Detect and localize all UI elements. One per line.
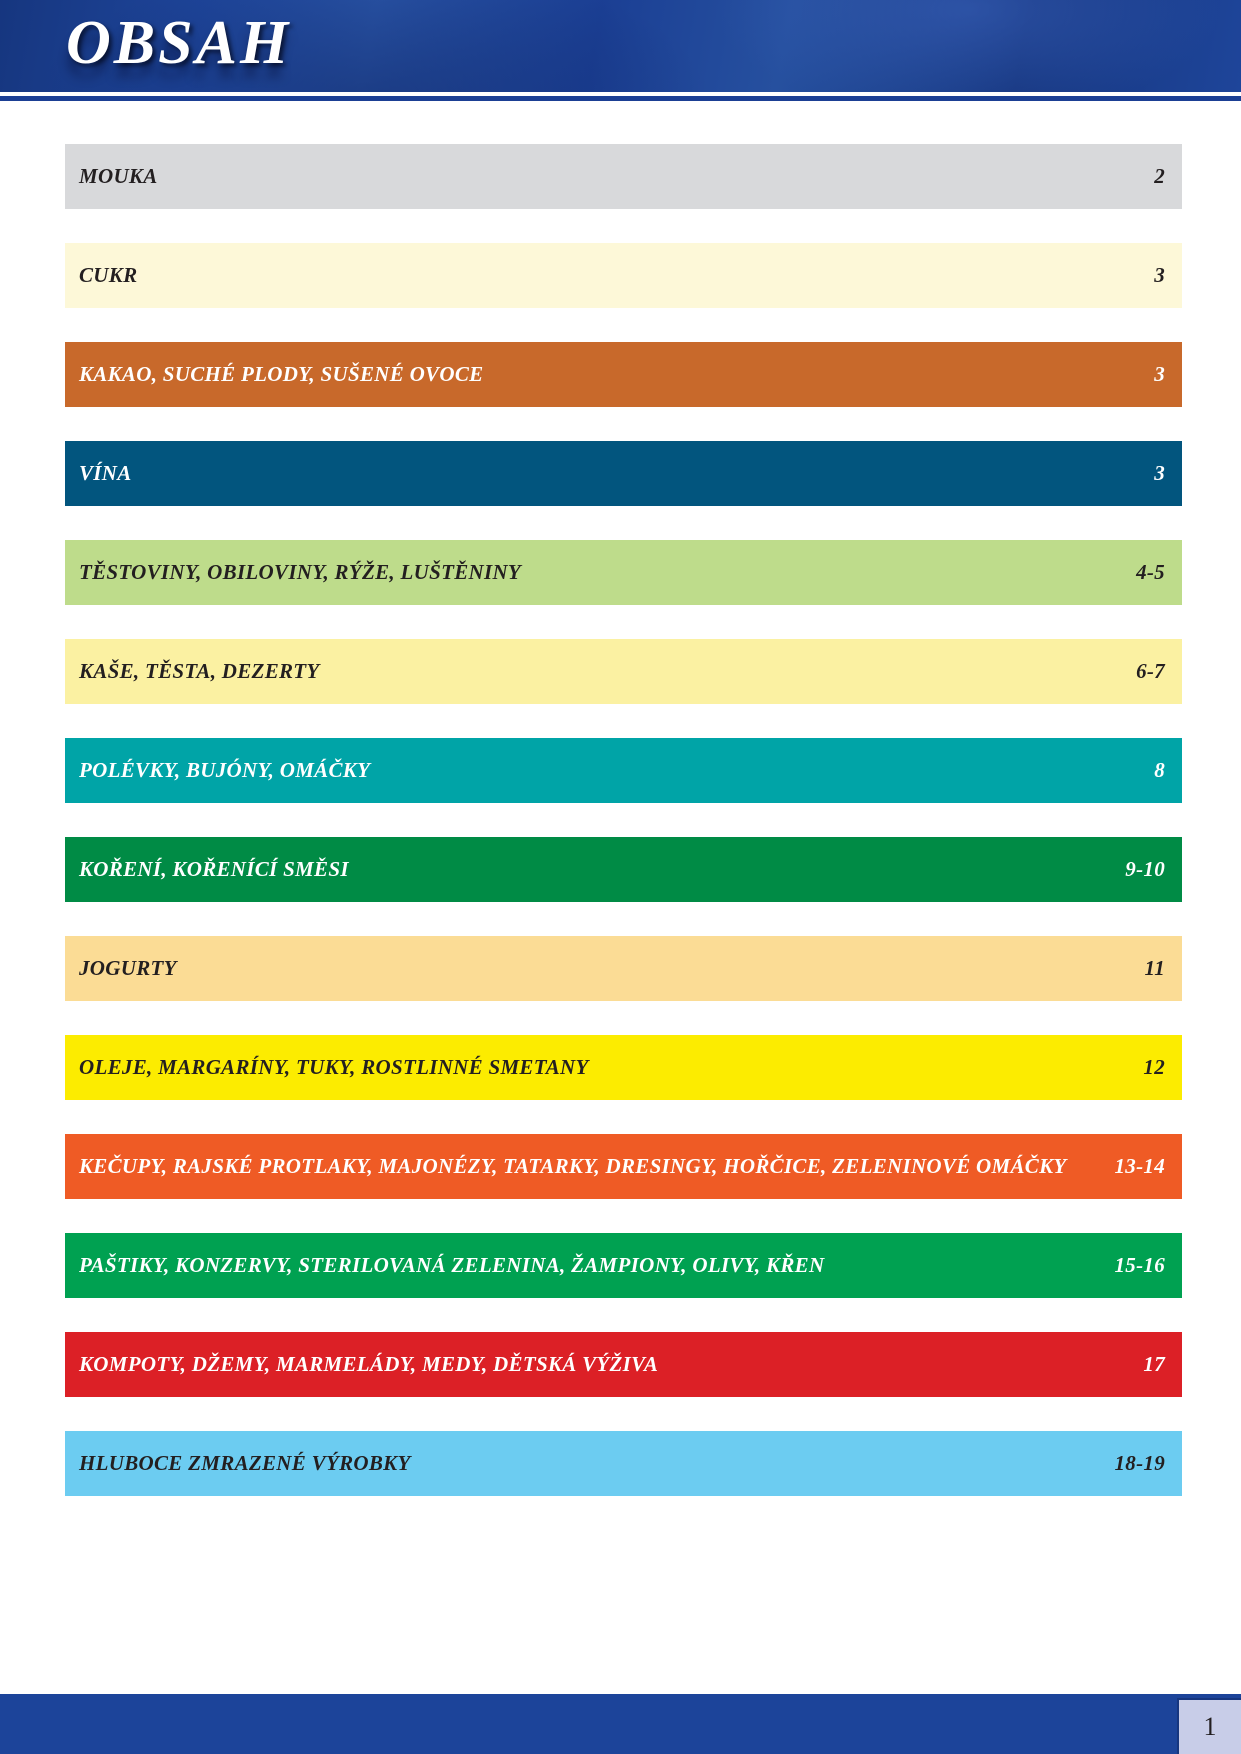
toc-item-page: 13-14 (1114, 1154, 1165, 1178)
toc-row[interactable]: KAŠE, TĚSTA, DEZERTY 6-7 (65, 639, 1182, 704)
toc-row[interactable]: CUKR 3 (65, 243, 1182, 308)
toc-item-page: 11 (1144, 956, 1165, 980)
toc-item-label: KOMPOTY, DŽEMY, MARMELÁDY, MEDY, DĚTSKÁ … (79, 1352, 659, 1376)
toc-item-page: 18-19 (1114, 1451, 1165, 1475)
toc-row[interactable]: OLEJE, MARGARÍNY, TUKY, ROSTLINNÉ SMETAN… (65, 1035, 1182, 1100)
toc-item-label: KEČUPY, RAJSKÉ PROTLAKY, MAJONÉZY, TATAR… (79, 1154, 1067, 1178)
toc-item-label: KOŘENÍ, KOŘENÍCÍ SMĚSI (79, 857, 349, 881)
header-banner: OBSAH (0, 0, 1241, 92)
toc-list: MOUKA 2 CUKR 3 KAKAO, SUCHÉ PLODY, SUŠEN… (65, 144, 1182, 1530)
toc-row[interactable]: PAŠTIKY, KONZERVY, STERILOVANÁ ZELENINA,… (65, 1233, 1182, 1298)
toc-row[interactable]: KAKAO, SUCHÉ PLODY, SUŠENÉ OVOCE 3 (65, 342, 1182, 407)
toc-item-page: 4-5 (1136, 560, 1165, 584)
toc-item-label: POLÉVKY, BUJÓNY, OMÁČKY (79, 758, 371, 782)
toc-item-page: 8 (1154, 758, 1165, 782)
toc-item-page: 2 (1154, 164, 1165, 188)
toc-item-page: 15-16 (1114, 1253, 1165, 1277)
toc-item-label: JOGURTY (79, 956, 177, 980)
toc-item-label: KAŠE, TĚSTA, DEZERTY (79, 659, 320, 683)
toc-item-page: 3 (1154, 461, 1165, 485)
toc-row[interactable]: HLUBOCE ZMRAZENÉ VÝROBKY 18-19 (65, 1431, 1182, 1496)
toc-item-page: 6-7 (1136, 659, 1165, 683)
page-number: 1 (1203, 1712, 1217, 1741)
page-number-box: 1 (1177, 1698, 1241, 1754)
toc-row[interactable]: MOUKA 2 (65, 144, 1182, 209)
toc-item-label: TĚSTOVINY, OBILOVINY, RÝŽE, LUŠTĚNINY (79, 560, 522, 584)
footer-bar: 1 (0, 1694, 1241, 1754)
toc-item-label: CUKR (79, 263, 138, 287)
toc-item-page: 17 (1143, 1352, 1165, 1376)
header-divider (0, 96, 1241, 101)
toc-row[interactable]: JOGURTY 11 (65, 936, 1182, 1001)
toc-item-page: 9-10 (1125, 857, 1165, 881)
toc-item-page: 12 (1143, 1055, 1165, 1079)
toc-row[interactable]: TĚSTOVINY, OBILOVINY, RÝŽE, LUŠTĚNINY 4-… (65, 540, 1182, 605)
toc-item-page: 3 (1154, 263, 1165, 287)
toc-row[interactable]: KOŘENÍ, KOŘENÍCÍ SMĚSI 9-10 (65, 837, 1182, 902)
toc-item-page: 3 (1154, 362, 1165, 386)
toc-row[interactable]: KOMPOTY, DŽEMY, MARMELÁDY, MEDY, DĚTSKÁ … (65, 1332, 1182, 1397)
toc-item-label: OLEJE, MARGARÍNY, TUKY, ROSTLINNÉ SMETAN… (79, 1055, 589, 1079)
toc-item-label: MOUKA (79, 164, 158, 188)
toc-item-label: KAKAO, SUCHÉ PLODY, SUŠENÉ OVOCE (79, 362, 484, 386)
toc-item-label: HLUBOCE ZMRAZENÉ VÝROBKY (79, 1451, 411, 1475)
toc-row[interactable]: POLÉVKY, BUJÓNY, OMÁČKY 8 (65, 738, 1182, 803)
toc-row[interactable]: KEČUPY, RAJSKÉ PROTLAKY, MAJONÉZY, TATAR… (65, 1134, 1182, 1199)
page-title: OBSAH (66, 9, 292, 77)
toc-item-label: VÍNA (79, 461, 132, 485)
toc-item-label: PAŠTIKY, KONZERVY, STERILOVANÁ ZELENINA,… (79, 1253, 825, 1277)
toc-row[interactable]: VÍNA 3 (65, 441, 1182, 506)
